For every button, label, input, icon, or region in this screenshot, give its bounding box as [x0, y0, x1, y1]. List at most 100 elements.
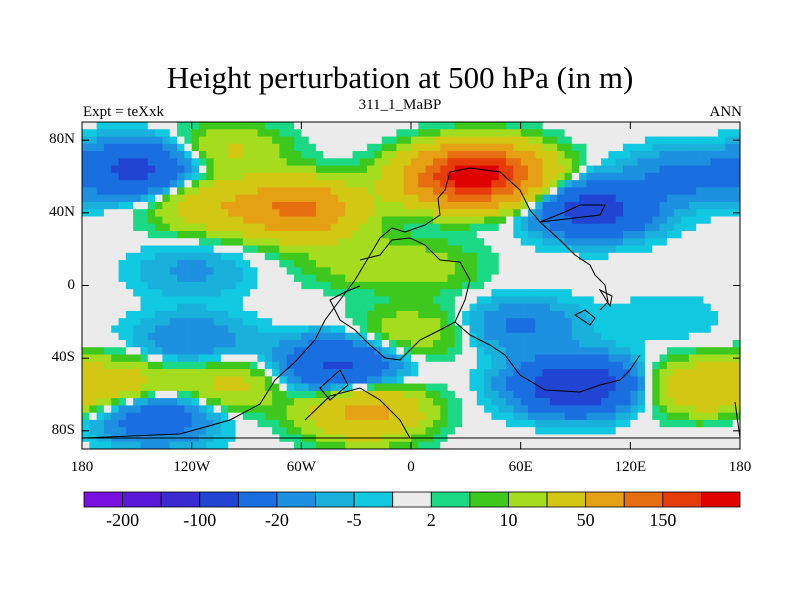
heatmap-cell: [527, 187, 536, 196]
heatmap-cell: [440, 412, 449, 421]
heatmap-cell: [235, 260, 244, 268]
heatmap-cell: [644, 165, 653, 174]
heatmap-cell: [659, 412, 668, 421]
heatmap-cell: [330, 187, 339, 196]
heatmap-cell: [206, 129, 215, 138]
heatmap-cell: [725, 187, 734, 196]
heatmap-cell: [564, 427, 573, 436]
heatmap-cell: [191, 187, 200, 196]
heatmap-cell: [228, 245, 237, 254]
heatmap-cell: [476, 347, 485, 356]
heatmap-cell: [549, 223, 558, 232]
heatmap-cell: [82, 390, 90, 399]
heatmap-cell: [403, 216, 412, 225]
heatmap-cell: [564, 136, 573, 145]
heatmap-cell: [710, 187, 719, 196]
heatmap-cell: [454, 274, 463, 283]
heatmap-cell: [696, 281, 705, 290]
heatmap-cell: [264, 296, 273, 305]
heatmap-cell: [703, 412, 712, 421]
heatmap-cell: [608, 412, 617, 421]
heatmap-cell: [286, 376, 295, 385]
heatmap-cell: [301, 427, 310, 436]
heatmap-cell: [688, 281, 697, 290]
heatmap-cell: [367, 216, 376, 225]
heatmap-cell: [89, 158, 98, 167]
heatmap-cell: [425, 136, 434, 145]
heatmap-cell: [396, 390, 405, 399]
heatmap-cell: [396, 260, 405, 268]
heatmap-cell: [352, 398, 361, 406]
heatmap-cell: [593, 194, 602, 203]
heatmap-cell: [359, 274, 368, 283]
heatmap-cell: [242, 201, 251, 210]
heatmap-cell: [184, 289, 193, 297]
heatmap-cell: [579, 383, 588, 392]
heatmap-cell: [506, 398, 514, 406]
heatmap-cell: [345, 260, 354, 268]
heatmap-cell: [557, 245, 566, 254]
heatmap-cell: [659, 325, 668, 334]
heatmap-cell: [535, 201, 544, 210]
heatmap-cell: [681, 361, 690, 370]
heatmap-cell: [703, 281, 712, 290]
heatmap-cell: [242, 143, 251, 152]
heatmap-cell: [564, 260, 573, 268]
heatmap-cell: [89, 340, 98, 348]
heatmap-cell: [586, 318, 595, 327]
heatmap-cell: [498, 390, 507, 399]
heatmap-cell: [162, 325, 171, 334]
heatmap-cell: [213, 158, 222, 167]
heatmap-cell: [235, 427, 244, 436]
heatmap-cell: [89, 310, 98, 319]
heatmap-cell: [337, 398, 346, 406]
heatmap-cell: [454, 194, 463, 203]
heatmap-cell: [177, 274, 185, 283]
heatmap-cell: [652, 332, 661, 341]
heatmap-cell: [396, 419, 405, 428]
heatmap-cell: [279, 296, 288, 305]
heatmap-cell: [666, 165, 675, 174]
heatmap-cell: [396, 172, 405, 181]
heatmap-cell: [133, 289, 142, 297]
heatmap-cell: [162, 187, 171, 196]
heatmap-cell: [294, 172, 302, 181]
y-tick-label: 80S: [51, 421, 75, 438]
heatmap-cell: [732, 194, 740, 203]
heatmap-cell: [513, 252, 522, 261]
heatmap-cell: [644, 325, 653, 334]
heatmap-cell: [206, 216, 215, 225]
heatmap-cell: [228, 238, 237, 247]
heatmap-cell: [593, 187, 602, 196]
heatmap-cell: [381, 223, 390, 232]
heatmap-cell: [198, 383, 207, 392]
heatmap-cell: [710, 398, 719, 406]
heatmap-cell: [308, 165, 317, 174]
heatmap-cell: [82, 412, 90, 421]
heatmap-cell: [330, 136, 339, 145]
heatmap-cell: [527, 151, 536, 159]
heatmap-cell: [579, 390, 588, 399]
heatmap-cell: [484, 223, 493, 232]
heatmap-cell: [710, 238, 719, 247]
heatmap-cell: [513, 405, 522, 414]
heatmap-cell: [286, 158, 295, 167]
heatmap-cell: [527, 209, 536, 218]
heatmap-cell: [411, 274, 419, 283]
heatmap-cell: [147, 427, 156, 436]
heatmap-cell: [440, 274, 449, 283]
heatmap-cell: [681, 223, 690, 232]
heatmap-cell: [418, 405, 427, 414]
heatmap-cell: [147, 194, 156, 203]
heatmap-cell: [527, 383, 536, 392]
colorbar-swatch: [392, 491, 432, 508]
heatmap-cell: [411, 209, 419, 218]
heatmap-cell: [381, 303, 390, 312]
heatmap-cell: [279, 412, 288, 421]
heatmap-cell: [337, 143, 346, 152]
heatmap-cell: [198, 441, 207, 449]
heatmap-cell: [579, 151, 588, 159]
heatmap-cell: [242, 209, 251, 218]
heatmap-cell: [286, 238, 295, 247]
heatmap-cell: [703, 303, 712, 312]
